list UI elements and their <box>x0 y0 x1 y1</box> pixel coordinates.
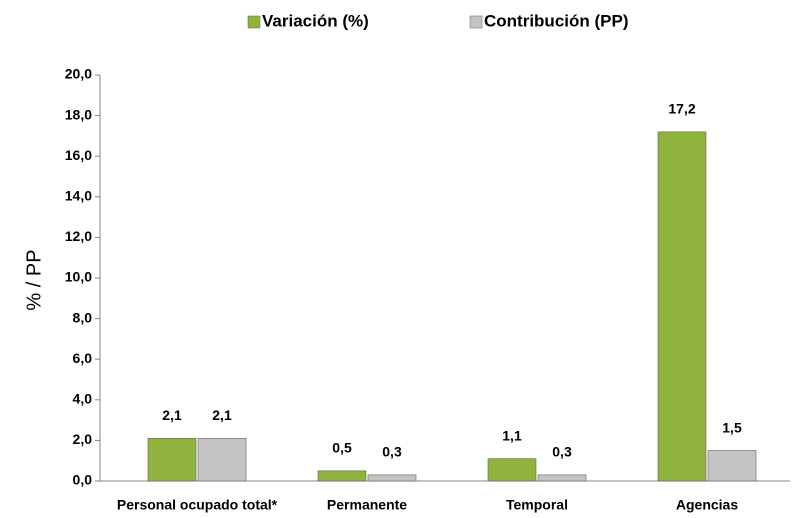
bar <box>147 438 197 482</box>
y-tick-label: 14,0 <box>65 188 92 204</box>
y-tick-label: 0,0 <box>73 472 93 488</box>
value-label: 1,5 <box>722 419 742 435</box>
value-label: 0,5 <box>332 440 352 456</box>
x-tick-label: Personal ocupado total* <box>117 497 278 513</box>
legend-swatch <box>247 15 261 29</box>
legend-swatch <box>469 15 483 29</box>
y-tick-label: 16,0 <box>65 147 92 163</box>
value-label: 0,3 <box>382 444 402 460</box>
y-tick-label: 18,0 <box>65 106 92 122</box>
bar <box>537 474 587 482</box>
bar <box>487 458 537 482</box>
x-tick-label: Temporal <box>506 497 568 513</box>
y-tick-label: 12,0 <box>65 228 92 244</box>
y-axis-label: % / PP <box>23 249 45 310</box>
value-label: 2,1 <box>212 407 232 423</box>
x-tick-label: Agencias <box>676 497 738 513</box>
y-tick-label: 8,0 <box>73 309 93 325</box>
legend-label: Contribución (PP) <box>484 11 628 30</box>
y-tick-label: 4,0 <box>73 391 93 407</box>
legend-label: Variación (%) <box>262 11 369 30</box>
bar <box>707 450 757 482</box>
x-tick-label: Permanente <box>327 497 407 513</box>
value-label: 17,2 <box>668 101 695 117</box>
y-tick-label: 10,0 <box>65 269 92 285</box>
value-label: 1,1 <box>502 427 522 443</box>
value-label: 2,1 <box>162 407 182 423</box>
bar <box>317 470 367 482</box>
y-tick-label: 20,0 <box>65 66 92 82</box>
value-label: 0,3 <box>552 444 572 460</box>
bar <box>197 438 247 482</box>
y-tick-label: 2,0 <box>73 431 93 447</box>
bar <box>367 474 417 482</box>
bar <box>657 131 707 482</box>
y-tick-label: 6,0 <box>73 350 93 366</box>
